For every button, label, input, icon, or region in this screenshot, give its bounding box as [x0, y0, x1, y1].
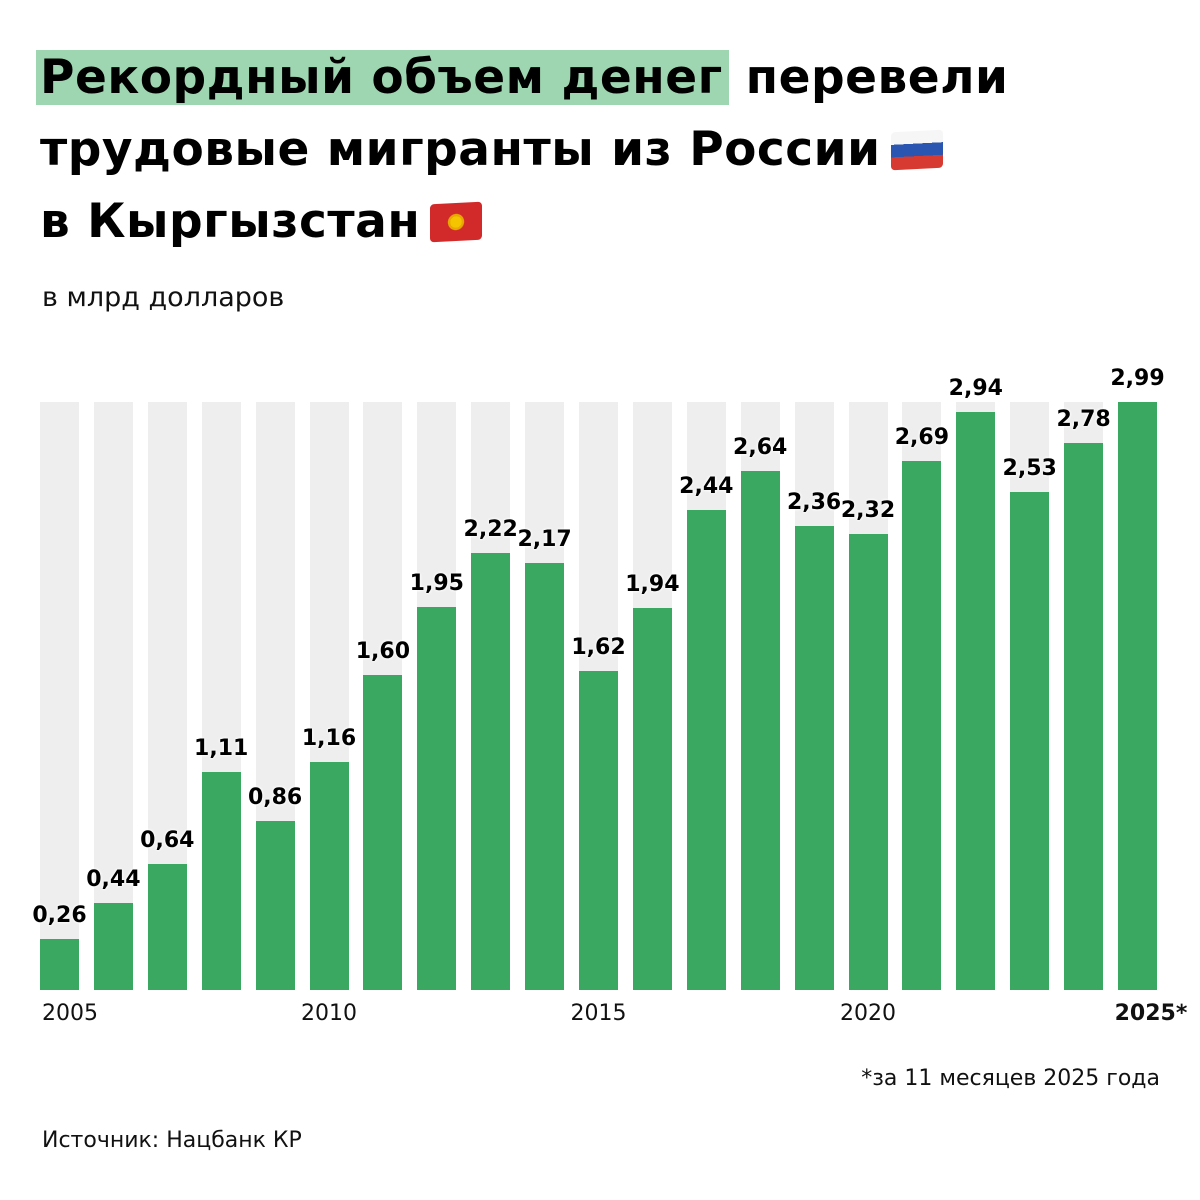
chart-title: Рекордный объем денег перевели трудовые … — [36, 42, 1160, 258]
title-highlight: Рекордный объем денег — [36, 50, 729, 105]
source-note: Источник: Нацбанк КР — [42, 1128, 302, 1153]
value-label: 1,16 — [301, 725, 357, 751]
bar-2019 — [794, 525, 834, 990]
value-label: 0,64 — [140, 828, 195, 854]
value-label: 1,60 — [355, 639, 411, 665]
value-label: 0,44 — [86, 867, 141, 893]
value-label: 2,78 — [1056, 407, 1111, 433]
bar-2010 — [309, 761, 349, 990]
bar-2007 — [147, 864, 187, 990]
bar-2012 — [417, 606, 457, 990]
bar-2022 — [956, 411, 996, 990]
value-label: 1,11 — [194, 735, 249, 761]
value-label: 2,36 — [786, 489, 842, 515]
bar-2017 — [686, 510, 726, 990]
bar-2015 — [579, 671, 618, 990]
bar-2023 — [1010, 492, 1050, 990]
bar-2025* — [1118, 402, 1157, 990]
title-line2: трудовые мигранты из России — [40, 122, 881, 177]
bar-2008 — [201, 771, 241, 990]
title-line1-rest: перевели — [745, 50, 1009, 105]
bar-2013 — [471, 553, 511, 990]
chart-subtitle: в млрд долларов — [42, 282, 285, 313]
value-label: 2,94 — [948, 375, 1003, 401]
value-label: 2,17 — [517, 527, 572, 553]
value-label: 2,69 — [894, 424, 950, 450]
title-line3: в Кыргызстан — [40, 194, 421, 249]
footnote: *за 11 месяцев 2025 года — [861, 1066, 1160, 1091]
value-label: 2,22 — [463, 517, 518, 543]
bar-2009 — [255, 820, 295, 990]
value-label: 1,95 — [409, 570, 464, 596]
bar-2011 — [363, 675, 403, 990]
bar-2005 — [40, 938, 79, 990]
x-axis-label: 2005 — [42, 1001, 98, 1026]
bar-2016 — [632, 608, 672, 990]
x-axis-label: 2025* — [1114, 1001, 1188, 1026]
bar-2024 — [1064, 443, 1104, 990]
bar-2021 — [902, 460, 942, 990]
bar-background — [93, 402, 133, 990]
value-label: 2,44 — [679, 474, 734, 500]
value-label: 2,32 — [840, 497, 896, 523]
x-axis-label: 2020 — [840, 1001, 896, 1026]
value-label: 2,64 — [733, 434, 788, 460]
x-axis-label: 2015 — [570, 1001, 627, 1026]
value-label: 1,94 — [625, 572, 680, 598]
value-label: 2,99 — [1110, 366, 1165, 391]
x-axis-label: 2010 — [301, 1001, 357, 1026]
value-label: 0,26 — [32, 902, 87, 928]
bar-2006 — [93, 903, 133, 990]
bar-2018 — [740, 470, 780, 990]
value-label: 0,86 — [247, 784, 303, 810]
bar-background — [40, 402, 79, 990]
bar-2020 — [848, 533, 888, 990]
bar-2014 — [525, 563, 565, 990]
value-label: 1,62 — [571, 635, 626, 661]
value-label: 2,53 — [1002, 456, 1057, 482]
